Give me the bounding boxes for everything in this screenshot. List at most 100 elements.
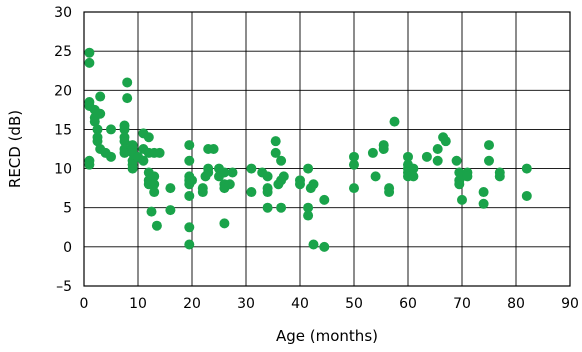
- x-tick-label: 40: [291, 296, 309, 312]
- y-tick-label: 5: [63, 201, 72, 217]
- y-tick-label: 10: [54, 162, 72, 178]
- data-point: [219, 218, 230, 229]
- data-point: [484, 140, 494, 151]
- data-point: [227, 167, 238, 178]
- data-point: [246, 187, 257, 198]
- data-point: [84, 47, 95, 58]
- data-point: [184, 140, 195, 151]
- data-point: [389, 116, 400, 127]
- data-point: [403, 151, 413, 162]
- data-point: [494, 171, 505, 182]
- data-point: [89, 116, 100, 127]
- data-point: [303, 210, 314, 221]
- x-tick-label: 30: [237, 296, 255, 312]
- data-point: [349, 159, 359, 170]
- data-point: [278, 171, 289, 182]
- data-point: [149, 179, 160, 190]
- x-tick-label: 80: [507, 296, 525, 312]
- data-point: [184, 155, 195, 166]
- data-point: [95, 91, 106, 102]
- data-point: [367, 147, 378, 158]
- grid-lines: [84, 12, 570, 286]
- data-point: [184, 239, 195, 250]
- data-point: [197, 187, 208, 198]
- data-point: [440, 136, 451, 147]
- y-axis-label: RECD (dB): [6, 110, 24, 188]
- data-point: [262, 171, 273, 182]
- data-point: [432, 144, 443, 154]
- y-tick-label: 25: [54, 44, 72, 60]
- data-point: [187, 175, 197, 186]
- data-point: [138, 155, 149, 166]
- data-point: [149, 171, 160, 182]
- x-axis-ticks: 0 10 20 30 40 50 60 70 80 90: [80, 296, 579, 312]
- data-point: [92, 136, 103, 147]
- data-point: [119, 136, 130, 147]
- data-point: [303, 202, 314, 213]
- y-axis-ticks: –5 0 5 10 15 20 25 30: [54, 5, 72, 295]
- x-tick-label: 60: [399, 296, 417, 312]
- data-point: [106, 124, 116, 135]
- data-point: [119, 124, 130, 135]
- data-point: [308, 179, 319, 190]
- data-point: [208, 144, 219, 154]
- y-tick-label: –5: [56, 279, 72, 295]
- data-point: [165, 205, 176, 216]
- data-point: [262, 202, 273, 213]
- data-point: [462, 171, 473, 182]
- data-point: [276, 155, 287, 166]
- data-point: [184, 190, 195, 201]
- data-point: [122, 77, 133, 88]
- data-point: [224, 179, 235, 190]
- x-tick-label: 70: [453, 296, 471, 312]
- x-tick-label: 10: [129, 296, 147, 312]
- data-point: [270, 136, 281, 147]
- data-point: [384, 187, 395, 198]
- data-point: [127, 163, 138, 174]
- data-point: [370, 171, 381, 182]
- data-point: [270, 147, 281, 158]
- y-tick-label: 30: [54, 5, 72, 21]
- data-point: [84, 57, 95, 68]
- data-point: [165, 183, 176, 194]
- data-points: [84, 47, 532, 252]
- data-point: [521, 163, 532, 174]
- data-point: [454, 179, 465, 190]
- data-point: [143, 132, 154, 143]
- x-tick-label: 90: [561, 296, 579, 312]
- data-point: [303, 163, 314, 174]
- data-point: [119, 147, 130, 158]
- data-point: [203, 167, 214, 178]
- data-point: [149, 187, 160, 198]
- data-point: [319, 194, 330, 205]
- data-point: [262, 187, 273, 198]
- data-point: [146, 206, 157, 217]
- data-point: [478, 187, 489, 198]
- data-point: [478, 198, 489, 209]
- data-point: [457, 194, 467, 205]
- x-tick-label: 20: [183, 296, 201, 312]
- data-point: [521, 190, 532, 201]
- plot-frame: [83, 11, 571, 287]
- data-point: [319, 241, 330, 252]
- data-point: [349, 183, 359, 194]
- data-point: [378, 144, 389, 154]
- data-point: [408, 163, 419, 174]
- data-point: [484, 155, 494, 166]
- y-tick-label: 20: [54, 83, 72, 99]
- x-axis-label: Age (months): [276, 327, 378, 345]
- x-tick-label: 50: [345, 296, 363, 312]
- data-point: [308, 239, 319, 250]
- data-point: [276, 202, 287, 213]
- data-point: [106, 151, 116, 162]
- data-point: [408, 171, 419, 182]
- y-tick-label: 0: [63, 240, 72, 256]
- data-point: [432, 155, 443, 166]
- data-point: [92, 124, 103, 135]
- y-tick-label: 15: [54, 122, 72, 138]
- data-point: [421, 151, 432, 162]
- data-point: [184, 222, 195, 233]
- data-point: [95, 108, 106, 119]
- data-point: [219, 167, 230, 178]
